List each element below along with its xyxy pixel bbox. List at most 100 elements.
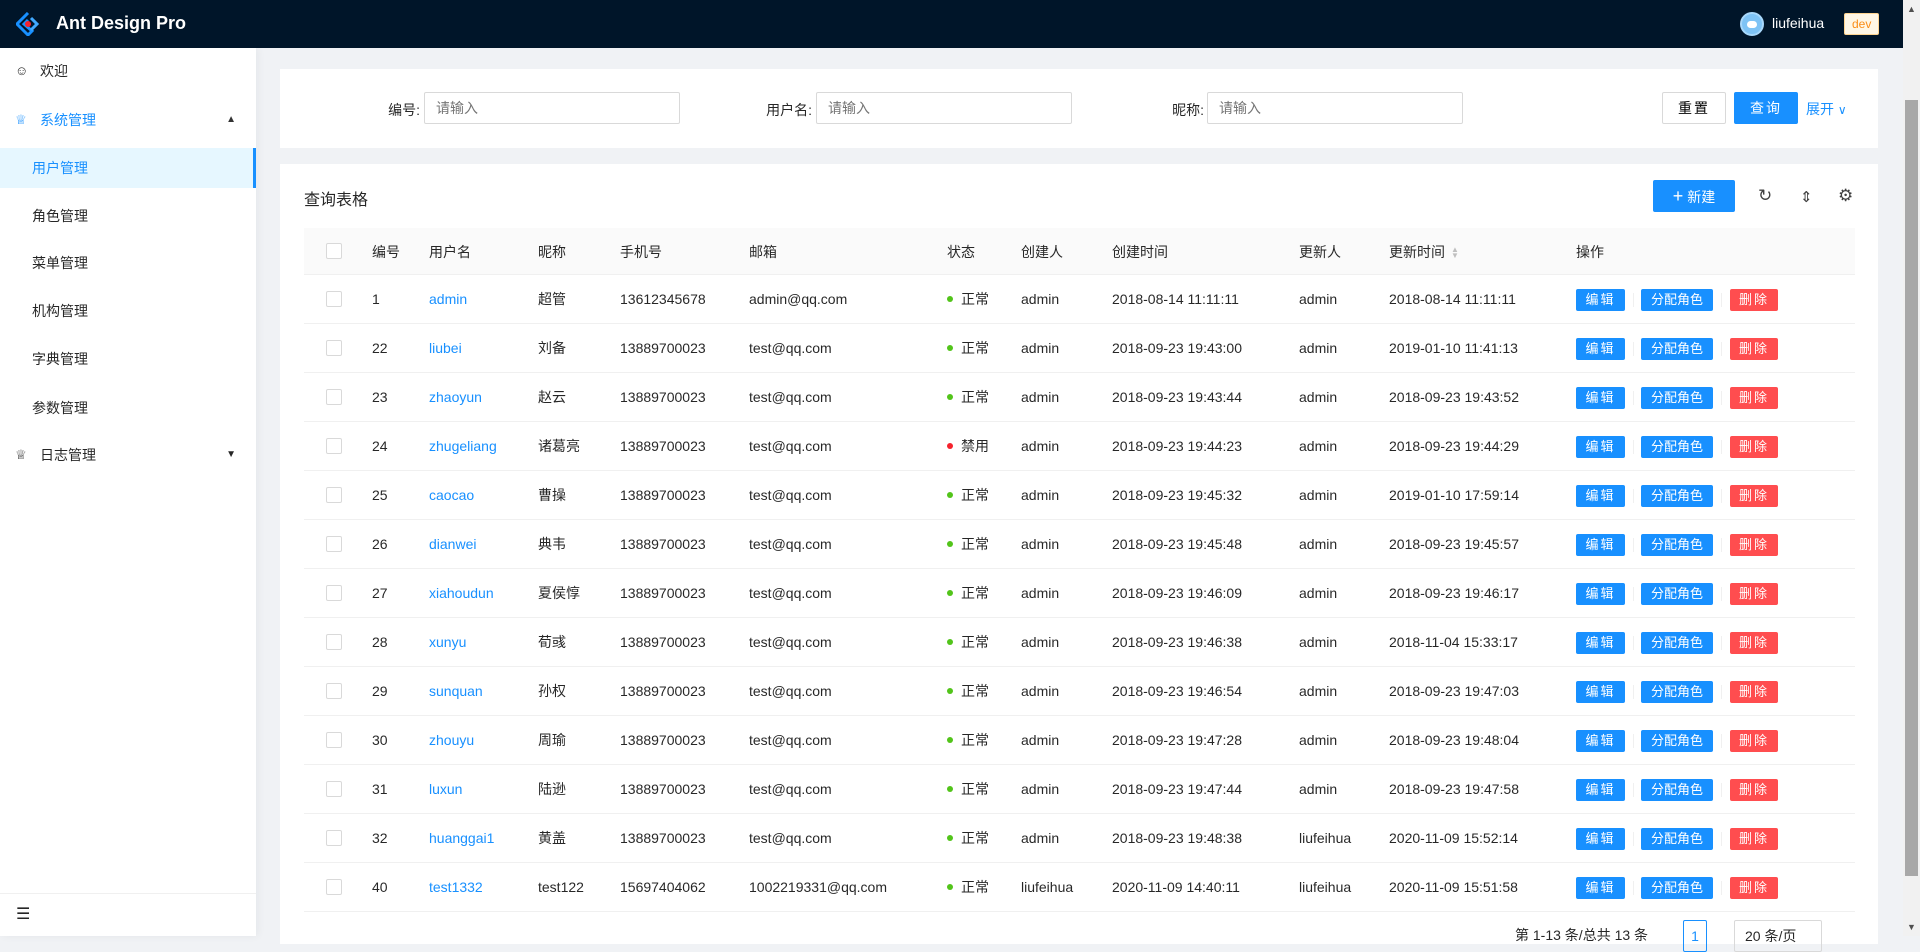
delete-button[interactable]: 删除 [1730,730,1778,752]
page-size-select[interactable]: 20 条/页 [1734,920,1822,952]
edit-button[interactable]: 编辑 [1576,828,1625,850]
cell-username[interactable]: sunquan [429,683,483,699]
row-checkbox[interactable] [326,389,342,405]
cell-phone: 15697404062 [620,879,706,895]
edit-button[interactable]: 编辑 [1576,779,1625,801]
row-checkbox[interactable] [326,438,342,454]
delete-button[interactable]: 删除 [1730,338,1778,360]
sidebar-item-params[interactable]: 参数管理 [0,388,256,428]
delete-button[interactable]: 删除 [1730,289,1778,311]
row-checkbox[interactable] [326,536,342,552]
edit-button[interactable]: 编辑 [1576,877,1625,899]
edit-button[interactable]: 编辑 [1576,681,1625,703]
row-checkbox[interactable] [326,291,342,307]
assign-role-button[interactable]: 分配角色 [1641,632,1713,654]
new-button[interactable]: + 新建 [1653,180,1735,212]
row-checkbox[interactable] [326,879,342,895]
expand-link[interactable]: 展开 ∨ [1806,99,1847,119]
sidebar-item-logs[interactable]: ♕ 日志管理 ▼ [0,435,256,475]
cell-username[interactable]: luxun [429,781,463,797]
cell-username[interactable]: admin [429,291,468,307]
assign-role-button[interactable]: 分配角色 [1641,828,1713,850]
delete-button[interactable]: 删除 [1730,485,1778,507]
cell-username[interactable]: zhugeliang [429,438,497,454]
edit-button[interactable]: 编辑 [1576,534,1625,556]
assign-role-button[interactable]: 分配角色 [1641,485,1713,507]
cell-username[interactable]: zhouyu [429,732,475,748]
delete-button[interactable]: 删除 [1730,877,1778,899]
query-button[interactable]: 查询 [1734,92,1798,124]
delete-button[interactable]: 删除 [1730,387,1778,409]
assign-role-button[interactable]: 分配角色 [1641,289,1713,311]
sort-icon[interactable]: ▲ ▼ [1451,245,1459,261]
delete-button[interactable]: 删除 [1730,436,1778,458]
user-avatar[interactable] [1740,12,1764,36]
column-height-icon[interactable]: ⇕ [1800,189,1813,206]
row-checkbox[interactable] [326,732,342,748]
delete-button[interactable]: 删除 [1730,583,1778,605]
delete-button[interactable]: 删除 [1730,779,1778,801]
assign-role-button[interactable]: 分配角色 [1641,877,1713,899]
sidebar-item-roles[interactable]: 角色管理 [0,196,256,236]
row-checkbox[interactable] [326,585,342,601]
delete-button[interactable]: 删除 [1730,534,1778,556]
cell-username[interactable]: xiahoudun [429,585,494,601]
scroll-up-icon[interactable]: ▲ [1907,4,1916,14]
cell-username[interactable]: liubei [429,340,462,356]
nickname-input[interactable] [1207,92,1463,124]
edit-button[interactable]: 编辑 [1576,436,1625,458]
cell-username[interactable]: caocao [429,487,475,503]
row-checkbox[interactable] [326,830,342,846]
sidebar-item-menus[interactable]: 菜单管理 [0,243,256,283]
row-checkbox[interactable] [326,340,342,356]
page-scrollbar[interactable]: ▲ ▼ [1903,0,1920,936]
user-name[interactable]: liufeihua [1772,15,1825,31]
brand-title[interactable]: Ant Design Pro [56,13,187,33]
assign-role-button[interactable]: 分配角色 [1641,681,1713,703]
edit-button[interactable]: 编辑 [1576,730,1625,752]
cell-username[interactable]: xunyu [429,634,467,650]
edit-button[interactable]: 编辑 [1576,289,1625,311]
sidebar-item-dicts[interactable]: 字典管理 [0,339,256,379]
assign-role-button[interactable]: 分配角色 [1641,730,1713,752]
top-header: Ant Design Pro liufeihua dev [0,0,1903,48]
row-checkbox[interactable] [326,634,342,650]
delete-button[interactable]: 删除 [1730,828,1778,850]
row-checkbox[interactable] [326,781,342,797]
col-updated-at[interactable]: 更新时间 ▲ ▼ [1389,228,1459,276]
reset-button[interactable]: 重置 [1662,92,1726,124]
id-input[interactable] [424,92,680,124]
row-checkbox[interactable] [326,683,342,699]
sidebar-item-welcome[interactable]: ☺ 欢迎 [0,51,256,91]
sidebar-item-orgs[interactable]: 机构管理 [0,291,256,331]
assign-role-button[interactable]: 分配角色 [1641,387,1713,409]
edit-button[interactable]: 编辑 [1576,485,1625,507]
delete-button[interactable]: 删除 [1730,632,1778,654]
assign-role-button[interactable]: 分配角色 [1641,338,1713,360]
cell-username[interactable]: test1332 [429,879,483,895]
scroll-down-icon[interactable]: ▼ [1907,922,1916,932]
username-input[interactable] [816,92,1072,124]
edit-button[interactable]: 编辑 [1576,632,1625,654]
cell-username[interactable]: zhaoyun [429,389,482,405]
edit-button[interactable]: 编辑 [1576,583,1625,605]
cell-username[interactable]: dianwei [429,536,477,552]
assign-role-button[interactable]: 分配角色 [1641,583,1713,605]
assign-role-button[interactable]: 分配角色 [1641,436,1713,458]
ant-design-logo-icon[interactable] [16,12,40,36]
assign-role-button[interactable]: 分配角色 [1641,779,1713,801]
edit-button[interactable]: 编辑 [1576,387,1625,409]
scrollbar-thumb[interactable] [1905,100,1918,876]
edit-button[interactable]: 编辑 [1576,338,1625,360]
select-all-checkbox[interactable] [326,243,342,259]
page-1-button[interactable]: 1 [1683,920,1707,952]
row-checkbox[interactable] [326,487,342,503]
sidebar-item-system[interactable]: ♕ 系统管理 ▲ [0,100,256,140]
sidebar-item-users[interactable]: 用户管理 [0,148,256,188]
delete-button[interactable]: 删除 [1730,681,1778,703]
menu-fold-icon[interactable]: ☰ [16,906,31,923]
assign-role-button[interactable]: 分配角色 [1641,534,1713,556]
setting-icon[interactable]: ⚙ [1838,186,1854,205]
reload-icon[interactable]: ↻ [1758,186,1773,205]
cell-username[interactable]: huanggai1 [429,830,495,846]
